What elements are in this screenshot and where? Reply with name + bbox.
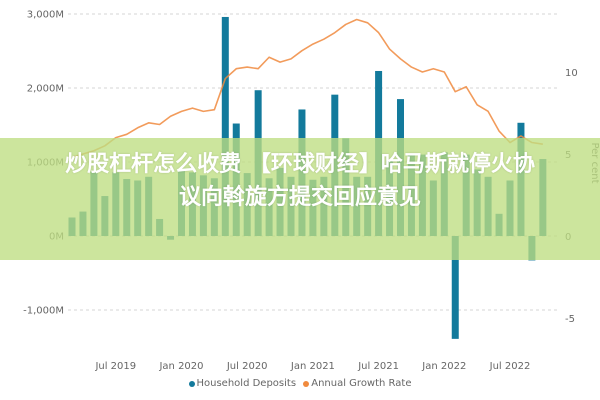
legend-dot-icon — [188, 380, 195, 387]
legend-label: Annual Growth Rate — [311, 378, 412, 389]
left-tick-label: 2,000M — [27, 84, 64, 95]
bar[interactable] — [221, 16, 229, 237]
legend-dot-icon — [303, 380, 310, 387]
headline-line-1: 炒股杠杆怎么收费 【环球财经】哈马斯就停火协 — [65, 152, 535, 177]
right-tick-label: -5 — [565, 314, 575, 325]
x-axis: Jul 2019 Jan 2020 Jul 2020 Jan 2021 Jul 2021… — [94, 361, 530, 372]
left-tick-label: -1,000M — [23, 306, 64, 317]
x-tick-label: Jul 2021 — [357, 361, 399, 372]
bar[interactable] — [451, 236, 459, 339]
headline-text: 炒股杠杆怎么收费 【环球财经】哈马斯就停火协 议向斡旋方提交回应意见 — [0, 148, 600, 214]
legend-label: Household Deposits — [196, 378, 297, 389]
legend: Household Deposits Annual Growth Rate — [0, 378, 600, 390]
legend-item-annual-growth-rate[interactable]: Annual Growth Rate — [303, 378, 411, 389]
x-tick-label: Jul 2022 — [489, 361, 531, 372]
growth-line[interactable] — [71, 18, 543, 159]
annual-growth-rate-line — [71, 18, 543, 159]
right-tick-label: 10 — [565, 68, 578, 79]
x-tick-label: Jan 2022 — [421, 361, 466, 372]
left-tick-label: 3,000M — [27, 10, 64, 21]
legend-item-household-deposits[interactable]: Household Deposits — [188, 378, 297, 389]
x-tick-label: Jan 2020 — [158, 361, 203, 372]
x-tick-label: Jul 2020 — [226, 361, 268, 372]
headline-line-2: 议向斡旋方提交回应意见 — [178, 185, 421, 210]
headline-banner — [0, 138, 600, 260]
x-tick-label: Jul 2019 — [94, 361, 136, 372]
x-tick-label: Jan 2021 — [290, 361, 335, 372]
